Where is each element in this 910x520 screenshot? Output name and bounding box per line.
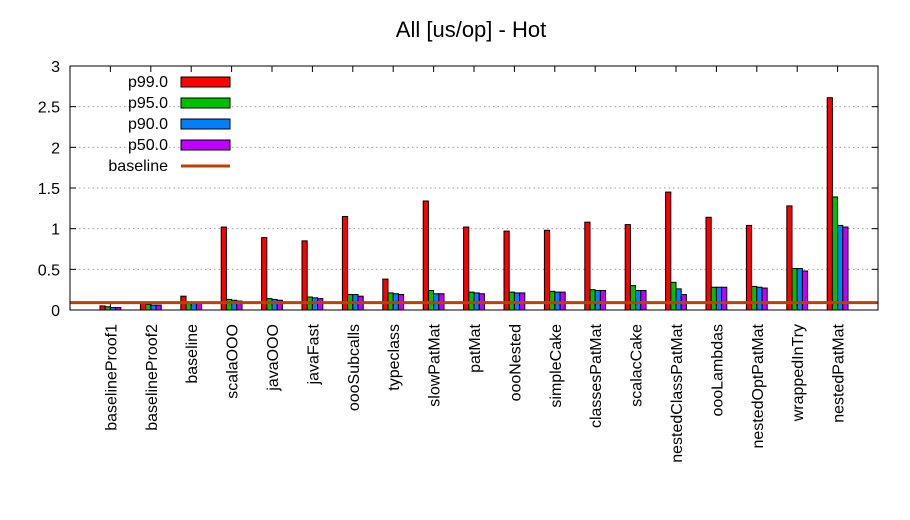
- bar-p90.0-nestedClassPatMat: [675, 288, 682, 311]
- bar-p99.0-oooNested: [503, 230, 510, 311]
- bar-p90.0-nestedOptPatMat: [756, 286, 763, 311]
- y-tick-label: 2: [51, 140, 60, 157]
- bar-p99.0-slowPatMat: [422, 200, 429, 311]
- x-category-label: simpleCake: [548, 324, 565, 408]
- x-category-label: nestedClassPatMat: [669, 323, 686, 462]
- x-category-label: baseline: [184, 324, 201, 384]
- x-category-label: scalacCake: [629, 324, 646, 407]
- y-tick-label: 1: [51, 222, 60, 239]
- bar-p90.0-javaOOO: [271, 298, 278, 311]
- x-category-label: baselineProof1: [103, 324, 120, 431]
- bar-p95.0-scalacCake: [629, 285, 637, 311]
- bar-p95.0-patMat: [468, 291, 475, 311]
- legend-label: p90.0: [128, 116, 168, 133]
- bar-p50.0-nestedOptPatMat: [761, 287, 768, 311]
- bar-p99.0-javaOOO: [261, 237, 268, 311]
- bar-p95.0-slowPatMat: [427, 289, 435, 311]
- bar-p95.0-classesPatMat: [589, 289, 596, 311]
- x-category-label: nestedOptPatMat: [750, 323, 767, 448]
- legend: p99.0 p95.0 p90.0 p50.0 baseline: [108, 74, 231, 175]
- bar-p99.0-javaFast: [301, 240, 308, 311]
- bar-p95.0-nestedClassPatMat: [670, 281, 677, 311]
- bar-p99.0-scalacCake: [624, 224, 631, 311]
- x-category-label: javaFast: [305, 323, 322, 385]
- bar-p95.0-nestedOptPatMat: [751, 285, 758, 311]
- x-category-label: typeclass: [386, 324, 403, 391]
- bar-p95.0-javaOOO: [266, 298, 273, 311]
- bar-p99.0-nestedOptPatMat: [745, 224, 753, 311]
- bar-p95.0-oooNested: [508, 291, 515, 311]
- y-tick-label: 1.5: [38, 181, 60, 198]
- legend-label: p50.0: [128, 137, 168, 154]
- bar-p90.0-simpleCake: [554, 291, 561, 311]
- bar-p50.0-javaFast: [317, 298, 324, 311]
- legend-swatch: [180, 97, 231, 109]
- bar-p95.0-nestedPatMat: [831, 196, 839, 311]
- y-axis-ticks: 0 0.5 1 1.5 2 2.5 3: [38, 59, 878, 320]
- legend-swatch: [180, 118, 231, 130]
- legend-swatch: [180, 76, 231, 88]
- x-category-label: oooSubcalls: [346, 324, 363, 411]
- x-category-label: javaOOO: [265, 324, 282, 392]
- bar-p95.0-oooLambdas: [710, 286, 717, 311]
- y-tick-label: 2.5: [38, 100, 60, 117]
- bar-p99.0-oooSubcalls: [341, 215, 349, 311]
- bar-p50.0-simpleCake: [559, 291, 566, 311]
- x-axis-categories: baselineProof1 baselineProof2 baseline scal…: [103, 66, 848, 463]
- bar-p99.0-wrappedInTry: [786, 205, 793, 311]
- bar-p90.0-nestedPatMat: [837, 224, 844, 311]
- bars: [99, 97, 849, 311]
- y-tick-label: 0: [51, 303, 60, 320]
- bar-p99.0-baselineProof1: [99, 305, 106, 311]
- bar-p50.0-oooLambdas: [721, 286, 728, 311]
- legend-label: baseline: [108, 158, 168, 175]
- bar-p90.0-baselineProof2: [150, 304, 157, 311]
- bar-p90.0-classesPatMat: [594, 289, 601, 311]
- y-tick-label: 0.5: [38, 262, 60, 279]
- x-category-label: slowPatMat: [427, 323, 444, 406]
- bar-p50.0-baselineProof2: [155, 304, 162, 311]
- bar-p50.0-classesPatMat: [599, 289, 607, 311]
- x-category-label: scalaOOO: [225, 324, 242, 399]
- bar-p99.0-classesPatMat: [584, 221, 591, 311]
- bar-p99.0-patMat: [463, 226, 470, 311]
- bar-p99.0-scalaOOO: [220, 226, 227, 311]
- x-category-label: oooLambdas: [709, 324, 726, 417]
- legend-swatch: [180, 139, 231, 151]
- grid-lines: [70, 106, 878, 270]
- x-category-label: oooNested: [507, 324, 524, 401]
- legend-label: p99.0: [128, 74, 168, 91]
- y-tick-label: 3: [51, 59, 60, 76]
- bar-p90.0-scalacCake: [635, 289, 642, 311]
- bar-p50.0-nestedPatMat: [842, 226, 849, 311]
- bar-p90.0-oooLambdas: [715, 286, 723, 311]
- x-category-label: nestedPatMat: [831, 323, 848, 422]
- bar-p99.0-nestedPatMat: [826, 97, 833, 311]
- x-category-label: wrappedInTry: [790, 324, 807, 422]
- bar-p99.0-oooLambdas: [705, 216, 712, 311]
- bar-p99.0-simpleCake: [543, 229, 551, 311]
- bar-p99.0-nestedClassPatMat: [665, 191, 672, 311]
- bar-p95.0-simpleCake: [549, 290, 556, 311]
- bar-p99.0-typeclass: [382, 278, 389, 311]
- chart-title: All [us/op] - Hot: [396, 17, 546, 42]
- x-category-label: patMat: [467, 323, 484, 372]
- legend-label: p95.0: [128, 95, 168, 112]
- x-category-label: baselineProof2: [144, 324, 161, 431]
- x-category-label: classesPatMat: [588, 323, 605, 428]
- bar-p99.0-baselineProof2: [139, 302, 147, 311]
- bar-p95.0-baselineProof2: [145, 303, 152, 311]
- bar-p50.0-scalacCake: [640, 289, 647, 311]
- bar-p95.0-scalaOOO: [225, 298, 233, 311]
